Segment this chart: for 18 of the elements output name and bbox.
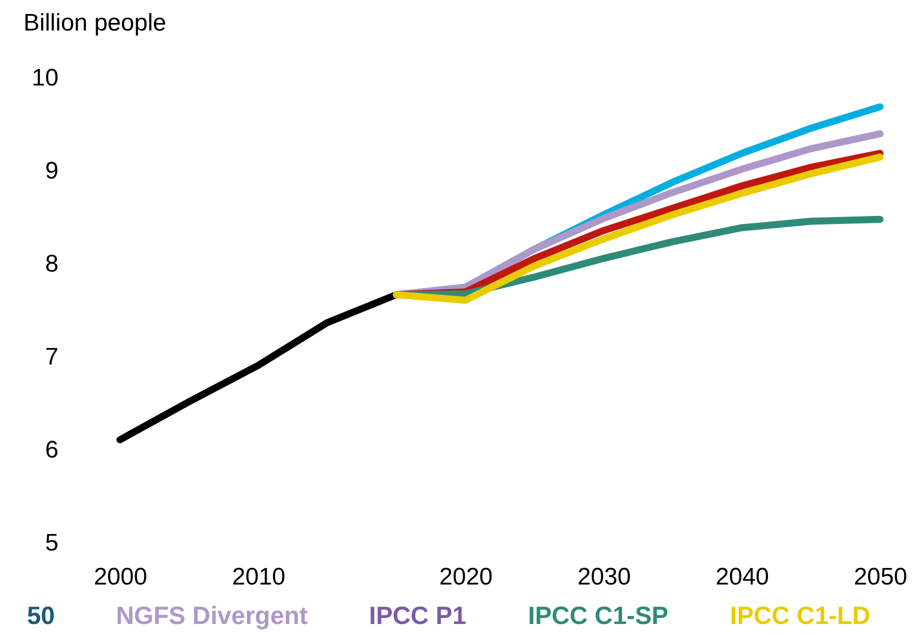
x-tick-label: 2030 — [577, 564, 631, 590]
y-tick-label: 10 — [32, 64, 58, 92]
y-tick-label: 9 — [45, 158, 58, 184]
y-tick-label: 6 — [45, 436, 58, 464]
text: NGFS Divergent — [116, 602, 308, 630]
text: IPCC C1-SP — [528, 602, 668, 630]
x-tick-label: 2020 — [439, 564, 493, 590]
x-tick-label: 2040 — [716, 564, 770, 590]
y-tick-label: 5 — [45, 530, 58, 556]
x-tick-label: 2000 — [94, 564, 148, 590]
x-tick-label: 2010 — [232, 564, 286, 590]
y-tick-label: 7 — [45, 344, 58, 370]
legend-label: 50 — [27, 602, 55, 630]
y-tick-label: 8 — [45, 250, 58, 278]
x-tick-label: 2050 — [854, 564, 908, 590]
y-axis-title: Billion people — [24, 10, 166, 36]
text: IPCC C1-LD — [730, 602, 870, 630]
legend-label: IPCC P1 — [369, 602, 466, 630]
